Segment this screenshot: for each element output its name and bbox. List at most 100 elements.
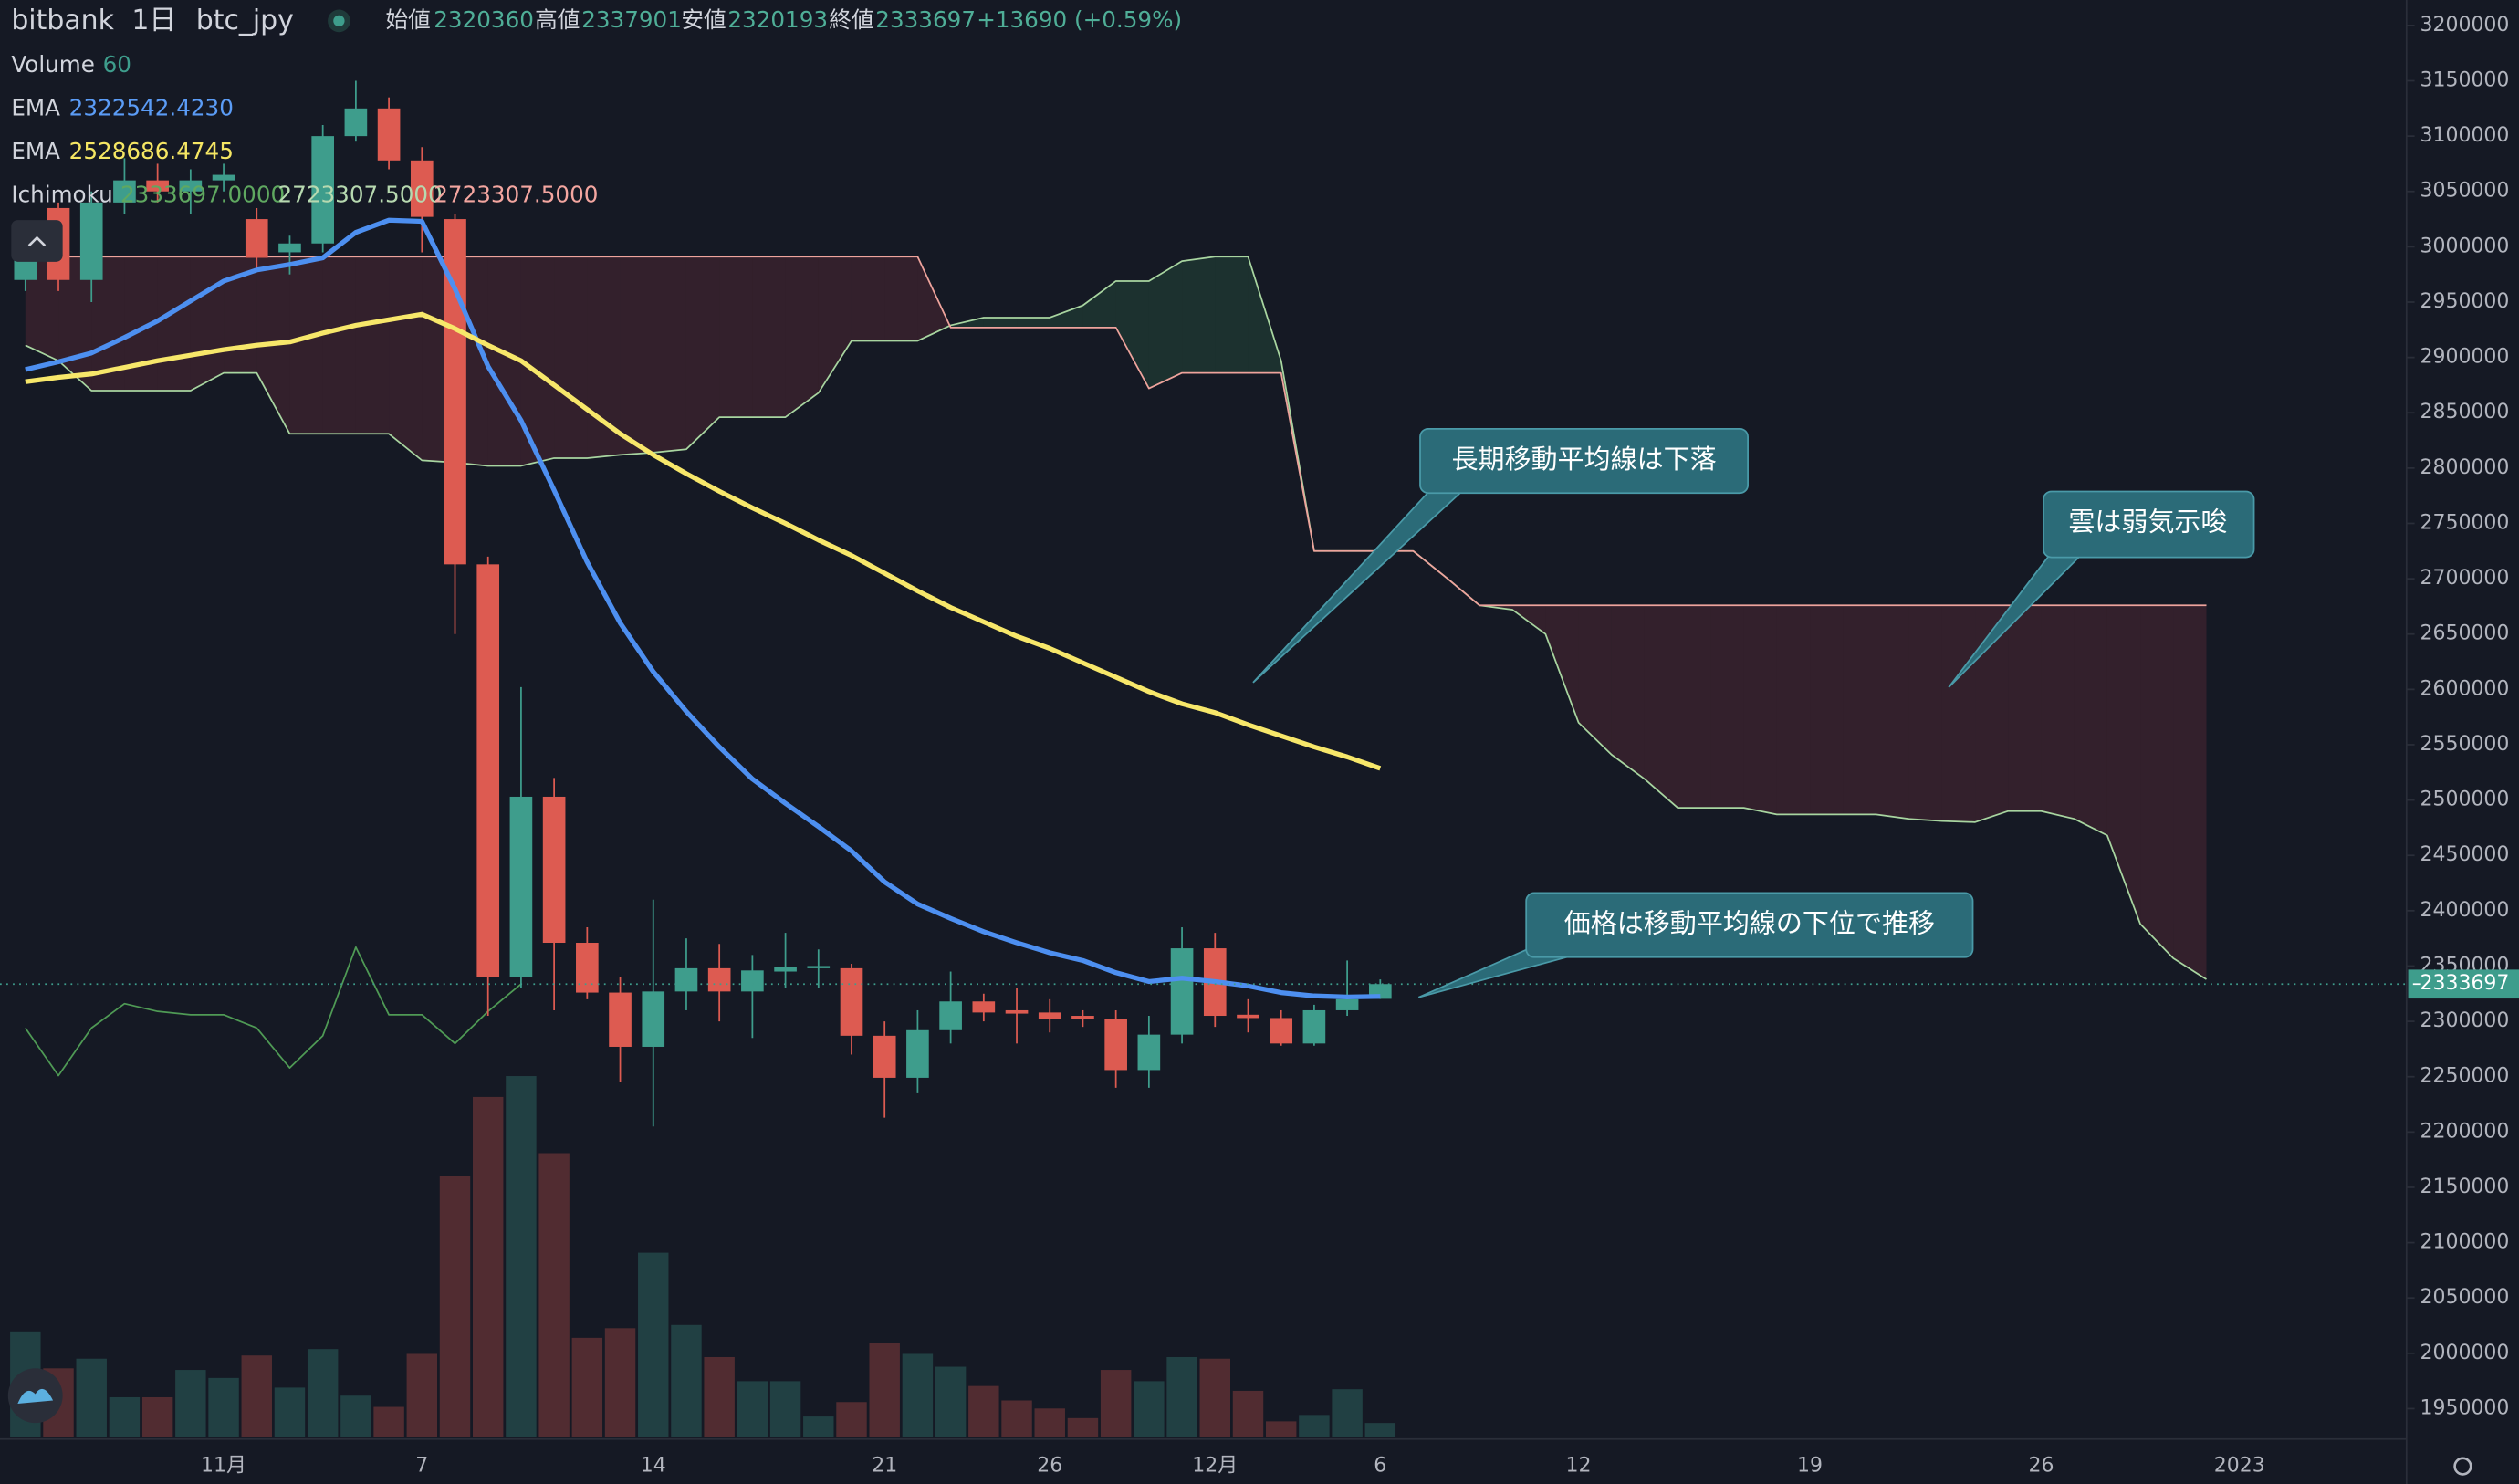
exchange: bitbank xyxy=(11,4,114,36)
cloud xyxy=(1050,305,1083,328)
cloud xyxy=(917,256,951,341)
candle-body xyxy=(113,180,136,203)
y-tick-label: 2150000 xyxy=(2420,1176,2510,1198)
volume-bar xyxy=(803,1416,834,1437)
cloud xyxy=(1148,261,1183,389)
ohlc-label: 高値 xyxy=(535,6,580,33)
cloud xyxy=(1512,605,1546,634)
candle-body xyxy=(972,1001,996,1013)
candle-body xyxy=(344,108,368,137)
change: +13690 (+0.59%) xyxy=(977,6,1182,33)
volume-bar xyxy=(1001,1400,1032,1437)
x-tick-label: 19 xyxy=(1797,1455,1823,1478)
logo[interactable] xyxy=(7,1368,63,1424)
lagging-line xyxy=(25,946,522,1077)
volume-bar xyxy=(935,1366,967,1437)
volume-bar xyxy=(506,1076,537,1437)
volume-bar xyxy=(769,1381,801,1437)
candle-body xyxy=(1335,998,1359,1010)
cloud xyxy=(91,256,125,391)
cloud xyxy=(1810,605,1844,815)
last-price-tag xyxy=(2408,969,2519,999)
callout: 長期移動平均線は下落 xyxy=(1252,427,1749,684)
cloud xyxy=(25,256,59,361)
volume-bar xyxy=(472,1096,504,1437)
volume-bar xyxy=(1067,1417,1099,1437)
cloud xyxy=(355,256,390,434)
candle-body xyxy=(873,1035,896,1078)
x-tick-label: 2023 xyxy=(2214,1455,2265,1478)
candle-body xyxy=(179,180,203,192)
candle-body xyxy=(146,180,169,192)
settings-icon[interactable] xyxy=(2453,1457,2472,1476)
candle-body xyxy=(410,160,434,217)
cloud xyxy=(487,256,521,466)
legend-name: Ichimoku xyxy=(11,182,112,208)
candle-body xyxy=(1071,1016,1094,1019)
cloud xyxy=(289,256,323,434)
y-tick-label: 2300000 xyxy=(2420,1009,2510,1032)
candle-body xyxy=(707,967,731,992)
cloud xyxy=(818,256,852,393)
legend-value: 2333697.0000 xyxy=(120,182,285,208)
volume-bar xyxy=(241,1355,272,1437)
candle-body xyxy=(79,202,103,280)
volume-bar xyxy=(1265,1421,1297,1437)
y-tick-label: 2250000 xyxy=(2420,1065,2510,1088)
cloud xyxy=(1611,605,1645,779)
volume-bar xyxy=(1364,1423,1396,1437)
cloud xyxy=(1941,605,1976,822)
ohlc-label: 安値 xyxy=(681,6,726,33)
y-tick-label: 2550000 xyxy=(2420,733,2510,756)
volume-bar xyxy=(671,1324,702,1437)
y-tick-label: 1950000 xyxy=(2420,1396,2510,1419)
candle-body xyxy=(774,967,797,972)
cloud xyxy=(884,256,918,341)
cloud xyxy=(587,256,621,458)
cloud xyxy=(124,256,158,391)
volume-bar xyxy=(274,1387,306,1437)
ohlc-value: 2320360 xyxy=(434,6,534,33)
candle-body xyxy=(1302,1009,1326,1044)
cloud xyxy=(322,256,356,434)
cloud xyxy=(785,256,819,418)
legend-value: 60 xyxy=(103,51,131,78)
y-tick-label: 2700000 xyxy=(2420,567,2510,590)
callout-text: 雲は弱気示唆 xyxy=(2068,507,2227,538)
plot-area xyxy=(0,80,2407,1437)
y-tick-label: 3050000 xyxy=(2420,180,2510,203)
y-tick-label: 2050000 xyxy=(2420,1286,2510,1309)
volume-bar xyxy=(1166,1356,1197,1437)
y-tick-label: 2850000 xyxy=(2420,401,2510,423)
volume-bar xyxy=(1034,1408,1065,1437)
x-tick-label: 26 xyxy=(1037,1455,1062,1478)
cloud xyxy=(983,317,1018,328)
x-tick-label: 26 xyxy=(2028,1455,2054,1478)
axes: 1950000 2000000 2050000 2100000 2150000 22000… xyxy=(201,14,2519,1478)
ema-line xyxy=(25,311,1382,771)
x-tick-label: 11月 xyxy=(201,1455,246,1478)
candle-body xyxy=(476,564,500,977)
y-tick-label: 2000000 xyxy=(2420,1342,2510,1364)
cloud xyxy=(1743,605,1777,815)
candle-body xyxy=(642,991,665,1047)
cloud xyxy=(190,256,225,391)
y-tick-label: 2600000 xyxy=(2420,677,2510,700)
y-tick-label: 2950000 xyxy=(2420,290,2510,313)
callout: 価格は移動平均線の下位で推移 xyxy=(1417,892,1974,998)
volume-bar xyxy=(538,1153,570,1437)
volume-bar xyxy=(1199,1358,1230,1437)
cloud xyxy=(1215,256,1249,373)
cloud xyxy=(1876,605,1909,820)
candle-body xyxy=(509,796,533,977)
indicator-legend: Volume 60 EMA 2322542.4230 EMA 2528686.4… xyxy=(11,51,598,208)
collapse-button[interactable] xyxy=(11,220,63,262)
candle-body xyxy=(542,796,566,944)
y-tick-label: 2200000 xyxy=(2420,1120,2510,1143)
volume-bar xyxy=(902,1353,934,1437)
cloud xyxy=(2074,605,2107,836)
volume-bar xyxy=(1100,1370,1132,1437)
ohlc-value: 2337901 xyxy=(581,6,682,33)
y-tick-label: 2650000 xyxy=(2420,622,2510,645)
